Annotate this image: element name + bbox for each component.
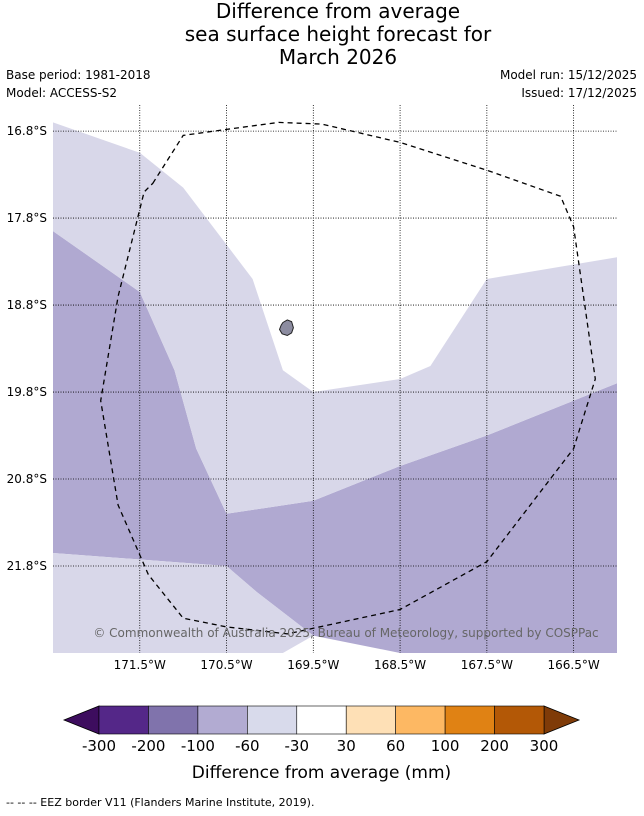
- model-run: Model run: 15/12/2025: [499, 68, 637, 82]
- colorbar-over-arrow: [543, 705, 581, 735]
- longitude-label: 169.5°W: [287, 658, 339, 672]
- issued-date: Issued: 17/12/2025: [521, 86, 637, 100]
- colorbar-tick-label: -100: [181, 737, 215, 755]
- latitude-label: 18.8°S: [7, 298, 47, 312]
- latitude-label: 20.8°S: [7, 472, 47, 486]
- eez-footnote: -- -- -- EEZ border V11 (Flanders Marine…: [6, 796, 315, 809]
- title-line-1: Difference from average: [215, 0, 461, 23]
- colorbar-segment: [148, 705, 199, 735]
- meta-left: Base period: 1981-2018 Model: ACCESS-S2: [6, 66, 151, 102]
- meta-right: Model run: 15/12/2025 Issued: 17/12/2025: [500, 66, 637, 102]
- colorbar-tick-label: 200: [480, 737, 509, 755]
- eez-border: [100, 121, 596, 635]
- colorbar-tick-label: 100: [431, 737, 460, 755]
- latitude-label: 21.8°S: [7, 559, 47, 573]
- colorbar-tick-label: 60: [386, 737, 405, 755]
- colorbar-tick-label: -200: [131, 737, 165, 755]
- base-period: Base period: 1981-2018: [6, 68, 151, 82]
- colorbar-tick-label: -30: [285, 737, 310, 755]
- map-title: Difference from average sea surface heig…: [0, 0, 644, 69]
- latitude-label: 16.8°S: [7, 124, 47, 138]
- longitude-label: 168.5°W: [374, 658, 426, 672]
- colorbar-tick-label: -300: [82, 737, 116, 755]
- latitude-label: 19.8°S: [7, 385, 47, 399]
- colorbar-title: Difference from average (mm): [192, 763, 451, 783]
- colorbar-segment: [345, 705, 396, 735]
- colorbar-tick-label: 30: [337, 737, 356, 755]
- colorbar-segment: [197, 705, 248, 735]
- map-credit: © Commonwealth of Australia 2025, Bureau…: [93, 626, 598, 640]
- colorbar: -300 -200 -100 -60 -30 30 60 100 200 300 Differenc…: [62, 705, 581, 783]
- colorbar-segment: [98, 705, 149, 735]
- colorbar-under-arrow: [62, 705, 100, 735]
- anomaly-region: [53, 553, 314, 653]
- title-line-2: sea surface height forecast for: [184, 22, 492, 46]
- colorbar-tick-label: 300: [530, 737, 559, 755]
- longitude-label: 170.5°W: [200, 658, 252, 672]
- colorbar-segment: [296, 705, 347, 735]
- colorbar-segment: [494, 705, 545, 735]
- colorbar-segment: [247, 705, 298, 735]
- model-name: Model: ACCESS-S2: [6, 86, 118, 100]
- map-plot-area: © Commonwealth of Australia 2025, Bureau…: [53, 105, 617, 653]
- island-shape: [278, 319, 294, 337]
- anomaly-region: [53, 122, 617, 514]
- anomaly-region: [53, 231, 617, 653]
- colorbar-tick-label: -60: [235, 737, 260, 755]
- colorbar-segment: [395, 705, 446, 735]
- longitude-label: 167.5°W: [461, 658, 513, 672]
- title-line-3: March 2026: [278, 45, 398, 69]
- longitude-label: 166.5°W: [548, 658, 600, 672]
- colorbar-segment: [444, 705, 495, 735]
- longitude-label: 171.5°W: [114, 658, 166, 672]
- latitude-label: 17.8°S: [7, 211, 47, 225]
